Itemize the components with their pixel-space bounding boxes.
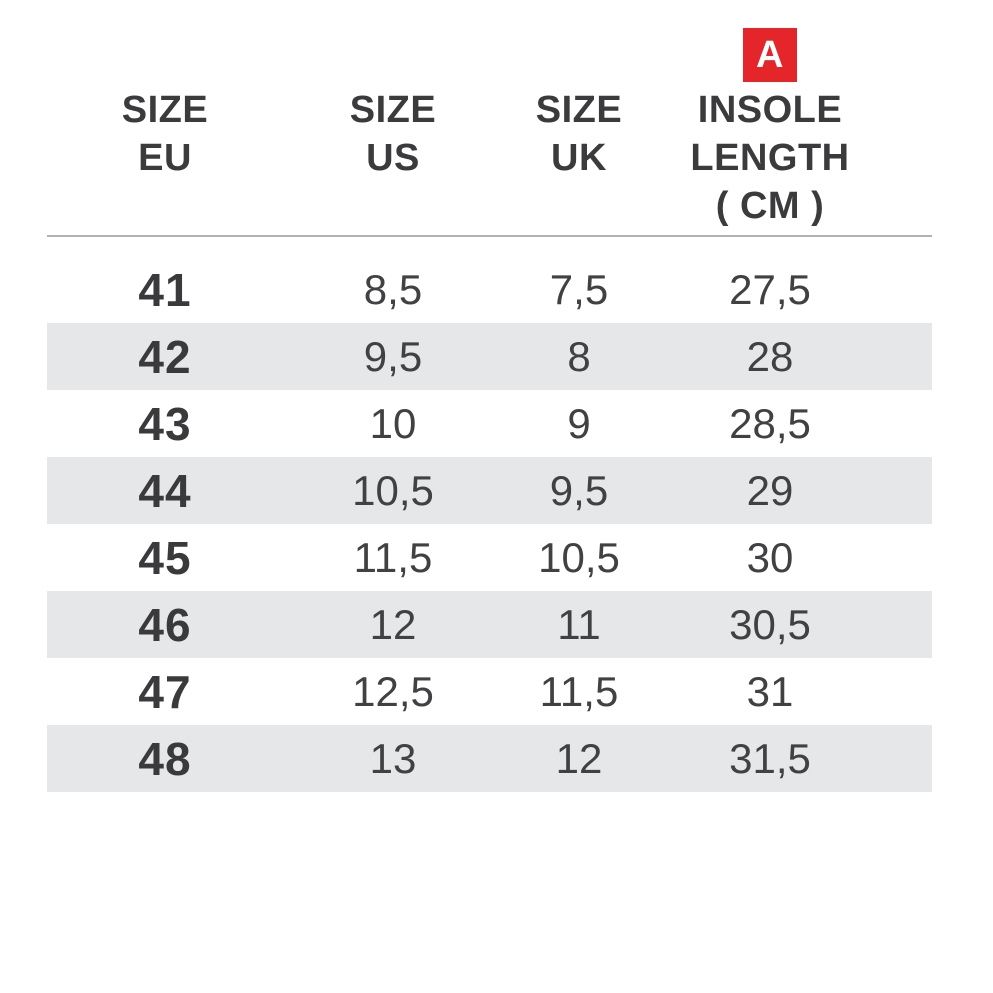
cell-size-eu: 48	[138, 732, 192, 785]
cell-size-uk: 12	[555, 734, 603, 782]
cell-size-us: 12	[369, 600, 417, 648]
cell-size-eu: 44	[138, 464, 192, 517]
cell-size-us: 8,5	[363, 265, 423, 313]
header-size-us-line1: SIZE	[349, 89, 437, 131]
cell-insole-length: 30,5	[729, 600, 811, 648]
table-row-eu-45: 45 11,5 10,5 30	[47, 524, 932, 591]
table-row-eu-42: 42 9,5 8 28	[47, 323, 932, 390]
header-insole-line3: ( CM )	[715, 185, 825, 227]
cell-insole-length: 28,5	[729, 399, 811, 447]
header-size-eu-line1: SIZE	[121, 89, 209, 131]
table-body: 41 8,5 7,5 27,5 42 9,5 8 28 43 10 9 28,5…	[47, 256, 932, 792]
cell-insole-length: 29	[746, 466, 794, 514]
cell-size-us: 12,5	[352, 667, 434, 715]
table-row-eu-43: 43 10 9 28,5	[47, 390, 932, 457]
table-row-eu-44: 44 10,5 9,5 29	[47, 457, 932, 524]
column-header-size-eu: SIZE EU	[47, 28, 283, 235]
header-size-uk-line2: UK	[551, 137, 607, 179]
cell-size-us: 10	[369, 399, 417, 447]
header-size-eu-line2: EU	[138, 137, 192, 179]
cell-size-eu: 47	[138, 665, 192, 718]
table-row-eu-48: 48 13 12 31,5	[47, 725, 932, 792]
cell-size-eu: 43	[138, 397, 192, 450]
cell-insole-length: 30	[746, 533, 794, 581]
size-conversion-table: SIZE EU SIZE US SIZE UK A INSOLE LENGTH …	[47, 28, 932, 792]
dimension-a-badge: A	[743, 28, 797, 82]
cell-size-uk: 9,5	[549, 466, 609, 514]
cell-size-us: 9,5	[363, 332, 423, 380]
table-row-eu-41: 41 8,5 7,5 27,5	[47, 256, 932, 323]
column-header-insole-length: A INSOLE LENGTH ( CM )	[655, 28, 932, 235]
cell-insole-length: 31,5	[729, 734, 811, 782]
dimension-a-badge-letter: A	[756, 34, 784, 76]
header-insole-line1: INSOLE	[697, 89, 843, 131]
table-header-row: SIZE EU SIZE US SIZE UK A INSOLE LENGTH …	[47, 28, 932, 237]
cell-size-us: 13	[369, 734, 417, 782]
cell-size-eu: 45	[138, 531, 192, 584]
cell-insole-length: 28	[746, 332, 794, 380]
header-size-uk-line1: SIZE	[535, 89, 623, 131]
cell-size-uk: 9	[567, 399, 591, 447]
cell-size-us: 10,5	[352, 466, 434, 514]
column-header-size-uk: SIZE UK	[503, 28, 655, 235]
cell-size-eu: 46	[138, 598, 192, 651]
cell-size-uk: 10,5	[538, 533, 620, 581]
cell-size-eu: 41	[138, 263, 192, 316]
table-row-eu-46: 46 12 11 30,5	[47, 591, 932, 658]
header-insole-line2: LENGTH	[690, 137, 850, 179]
cell-size-uk: 11	[557, 600, 601, 648]
cell-insole-length: 31	[746, 667, 794, 715]
cell-size-uk: 8	[567, 332, 591, 380]
cell-size-uk: 11,5	[539, 667, 619, 715]
header-size-us-line2: US	[366, 137, 420, 179]
table-row-eu-47: 47 12,5 11,5 31	[47, 658, 932, 725]
cell-size-uk: 7,5	[549, 265, 609, 313]
column-header-size-us: SIZE US	[283, 28, 503, 235]
cell-insole-length: 27,5	[729, 265, 811, 313]
cell-size-eu: 42	[138, 330, 192, 383]
cell-size-us: 11,5	[353, 533, 433, 581]
